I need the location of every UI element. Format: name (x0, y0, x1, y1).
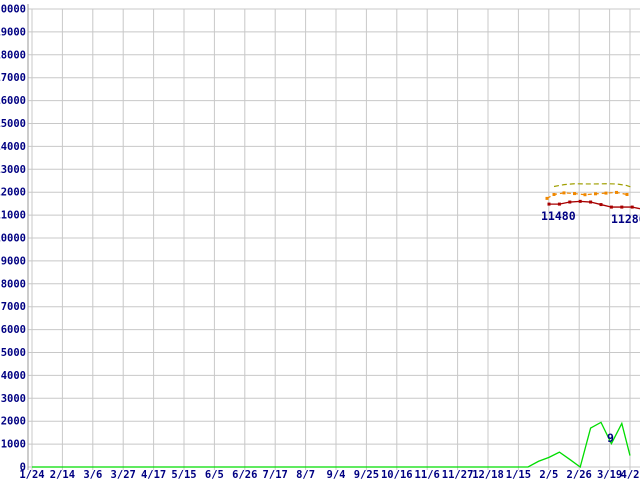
y-tick-label: 9000 (1, 255, 26, 267)
x-tick-label: 2/14 (50, 469, 75, 480)
value-label: 11280 (611, 212, 640, 226)
x-tick-label: 4/2 (621, 469, 640, 480)
x-tick-label: 12/18 (472, 469, 504, 480)
y-tick-label: 4000 (1, 370, 26, 382)
x-tick-label: 8/7 (296, 469, 315, 480)
x-tick-label: 4/17 (141, 469, 166, 480)
value-label: 11480 (541, 209, 576, 223)
y-tick-label: 6000 (1, 324, 26, 336)
series-marker-darkred-lower (547, 202, 551, 206)
series-marker-orange-middle (625, 192, 629, 196)
x-tick-label: 11/6 (415, 469, 440, 480)
y-tick-label: 5000 (1, 347, 26, 359)
series-marker-darkred-lower (557, 202, 561, 206)
series-line-green-count (32, 421, 631, 469)
x-tick-label: 5/15 (171, 469, 196, 480)
series-marker-darkred-lower (589, 200, 593, 204)
y-tick-label: 16000 (0, 95, 26, 107)
x-tick-label: 10/16 (381, 469, 413, 480)
series-marker-orange-middle (552, 192, 556, 196)
series-marker-orange-middle (615, 190, 618, 194)
series-marker-darkred-lower (630, 205, 634, 209)
series-marker-darkred-lower (568, 200, 572, 204)
x-tick-label: 2/5 (539, 469, 558, 480)
y-tick-label: 13000 (0, 164, 26, 176)
x-tick-label: 1/15 (506, 469, 531, 480)
x-tick-label: 7/17 (263, 469, 288, 480)
y-tick-label: 2000 (1, 416, 26, 428)
series-line-olive-upper (553, 183, 633, 188)
x-tick-label: 3/6 (83, 469, 102, 480)
y-tick-label: 7000 (1, 301, 26, 313)
y-tick-label: 19000 (0, 26, 26, 38)
series-marker-darkred-lower (599, 203, 603, 207)
series-line-darkred-lower (549, 200, 640, 210)
series-marker-orange-middle (562, 191, 566, 195)
series-marker-orange-middle (573, 192, 576, 196)
x-tick-label: 6/5 (205, 469, 224, 480)
y-tick-label: 10000 (0, 233, 26, 245)
y-tick-label: 18000 (0, 49, 26, 61)
x-tick-label: 1/24 (19, 469, 44, 480)
x-tick-label: 11/27 (442, 469, 474, 480)
x-tick-label: 9/25 (354, 469, 379, 480)
x-tick-label: 2/26 (567, 469, 592, 480)
x-tick-label: 9/4 (327, 469, 346, 480)
x-tick-label: 3/19 (597, 469, 622, 480)
y-tick-label: 20000 (0, 4, 26, 16)
series-marker-orange-middle (594, 192, 597, 196)
series-marker-darkred-lower (609, 205, 613, 209)
y-tick-label: 0 (20, 462, 26, 474)
y-tick-label: 15000 (0, 118, 26, 130)
series-marker-darkred-lower (620, 205, 624, 209)
y-tick-label: 17000 (0, 72, 26, 84)
x-tick-label: 6/26 (232, 469, 257, 480)
y-tick-label: 14000 (0, 141, 26, 153)
y-tick-label: 8000 (1, 278, 26, 290)
y-tick-label: 12000 (0, 187, 26, 199)
series-marker-orange-middle (583, 193, 587, 197)
y-tick-label: 1000 (1, 439, 26, 451)
series-marker-orange-middle (604, 191, 608, 195)
series-marker-orange-middle (545, 196, 549, 200)
y-tick-label: 3000 (1, 393, 26, 405)
y-tick-label: 11000 (0, 210, 26, 222)
value-label: 9 (607, 431, 614, 445)
x-tick-label: 3/27 (111, 469, 136, 480)
series-marker-darkred-lower (578, 199, 582, 203)
